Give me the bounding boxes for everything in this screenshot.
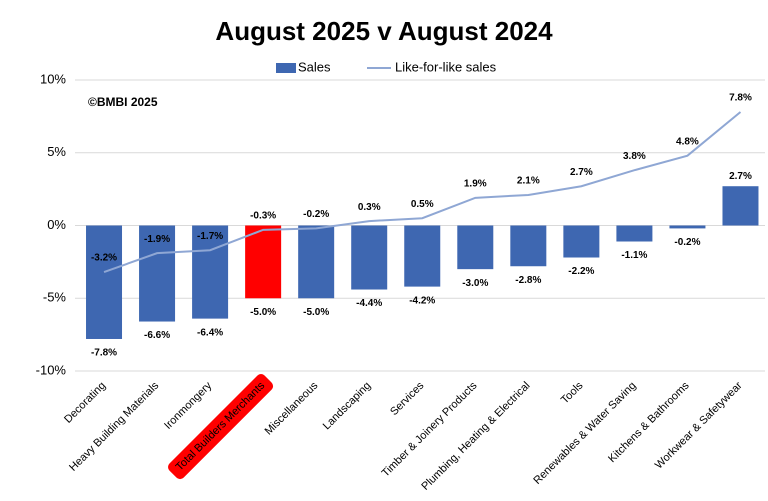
data-label: 1.9% — [464, 178, 487, 189]
legend: Sales Like-for-like sales — [276, 59, 497, 74]
x-tick-group: Plumbing, Heating & Electrical — [419, 380, 532, 493]
x-tick-label: Timber & Joinery Products — [380, 379, 480, 479]
x-tick-label: Heavy Building Materials — [67, 379, 161, 473]
y-tick-label: -10% — [36, 362, 67, 377]
data-label: -5.0% — [250, 307, 276, 318]
x-tick-group: Ironmongery — [162, 379, 215, 432]
x-tick-group: Workwear & Safetywear — [653, 379, 745, 471]
x-tick-label: Workwear & Safetywear — [653, 379, 745, 471]
data-label: 2.7% — [729, 171, 752, 182]
y-tick-label: 10% — [40, 71, 66, 86]
data-label: -0.2% — [674, 237, 700, 248]
x-tick-highlight — [168, 374, 274, 480]
data-label: -1.7% — [197, 231, 223, 242]
x-tick-label: Ironmongery — [162, 379, 215, 432]
legend-label: Sales — [298, 59, 331, 74]
data-label: 0.5% — [411, 199, 434, 210]
x-tick-label: Total Builders Merchants — [174, 379, 268, 473]
data-label: 7.8% — [729, 93, 752, 104]
data-label: 3.8% — [623, 151, 646, 162]
legend-swatch — [276, 63, 296, 73]
data-label: 2.7% — [570, 167, 593, 178]
bar — [298, 225, 335, 299]
data-label: -2.2% — [568, 266, 594, 277]
x-tick-group: Heavy Building Materials — [67, 379, 161, 473]
y-tick-label: 0% — [47, 217, 66, 232]
x-tick-label: Plumbing, Heating & Electrical — [419, 380, 532, 493]
x-tick-label: Services — [388, 379, 427, 418]
x-tick-label: Tools — [559, 379, 586, 406]
bar — [192, 225, 229, 319]
data-label: -0.2% — [303, 209, 329, 220]
y-tick-label: 5% — [47, 144, 66, 159]
data-label: 4.8% — [676, 136, 699, 147]
line — [103, 111, 742, 274]
bar — [669, 225, 706, 229]
x-tick-group: Renewables & Water Saving — [531, 380, 638, 487]
x-tick-group: Services — [388, 379, 427, 418]
legend-label: Like-for-like sales — [395, 59, 497, 74]
data-label: 0.3% — [358, 202, 381, 213]
bar — [351, 225, 388, 290]
data-label: -1.1% — [621, 250, 647, 261]
bar — [722, 186, 759, 226]
x-tick-group: Tools — [559, 379, 586, 406]
data-label: -2.8% — [515, 275, 541, 286]
data-label: -3.0% — [462, 278, 488, 289]
data-label: -3.2% — [91, 253, 117, 264]
data-label: -0.3% — [250, 211, 276, 222]
x-tick-group: Landscaping — [321, 380, 374, 433]
bar — [510, 225, 547, 267]
bar — [616, 225, 653, 242]
y-tick-label: -5% — [43, 290, 67, 305]
data-label: 2.1% — [517, 176, 540, 187]
bar — [86, 225, 123, 339]
x-tick-group: Total Builders Merchants — [168, 374, 274, 480]
annotation: ©BMBI 2025 — [88, 95, 158, 109]
bar — [245, 225, 282, 299]
x-tick-label: Landscaping — [321, 380, 374, 433]
data-label: -5.0% — [303, 307, 329, 318]
data-label: -4.4% — [356, 298, 382, 309]
data-label: -4.2% — [409, 295, 435, 306]
x-tick-group: Decorating — [62, 380, 108, 426]
bar — [404, 225, 441, 287]
chart-title: August 2025 v August 2024 — [215, 16, 553, 46]
data-label: -1.9% — [144, 234, 170, 245]
data-label: -6.4% — [197, 327, 223, 338]
bar — [563, 225, 600, 258]
x-tick-label: Renewables & Water Saving — [531, 380, 638, 487]
data-label: -6.6% — [144, 330, 170, 341]
bar — [139, 225, 176, 322]
x-tick-group: Timber & Joinery Products — [380, 379, 480, 479]
bar — [457, 225, 494, 270]
x-tick-label: Decorating — [62, 380, 108, 426]
data-label: -7.8% — [91, 348, 117, 359]
